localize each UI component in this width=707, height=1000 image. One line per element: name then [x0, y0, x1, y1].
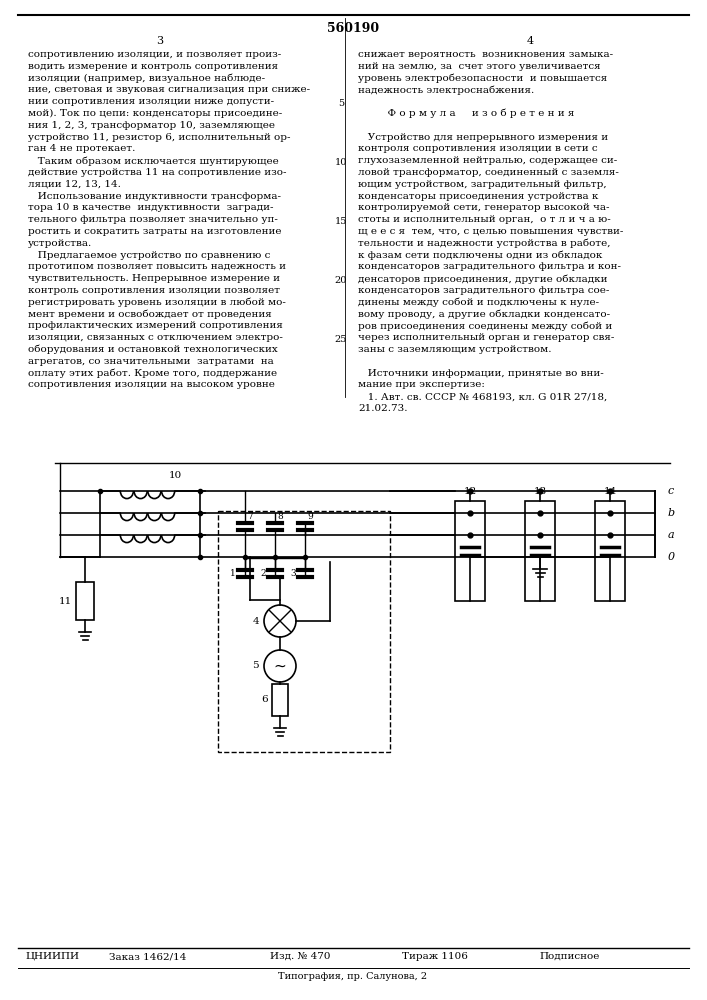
Text: через исполнительный орган и генератор свя-: через исполнительный орган и генератор с…	[358, 333, 614, 342]
Text: 11: 11	[59, 596, 72, 605]
Text: конденсаторов заградительного фильтра и кон-: конденсаторов заградительного фильтра и …	[358, 262, 621, 271]
Text: 25: 25	[335, 335, 347, 344]
Text: надежность электроснабжения.: надежность электроснабжения.	[358, 85, 534, 95]
Text: устройство 11, резистор 6, исполнительный ор-: устройство 11, резистор 6, исполнительны…	[28, 133, 291, 142]
Text: 15: 15	[335, 217, 347, 226]
Text: щ е е с я  тем, что, с целью повышения чувстви-: щ е е с я тем, что, с целью повышения чу…	[358, 227, 624, 236]
Text: 13: 13	[533, 487, 547, 496]
Text: снижает вероятность  возникновения замыка-: снижает вероятность возникновения замыка…	[358, 50, 613, 59]
Text: 5: 5	[338, 99, 344, 108]
Text: чувствительность. Непрерывное измерение и: чувствительность. Непрерывное измерение …	[28, 274, 280, 283]
Text: 2: 2	[260, 568, 266, 578]
Text: уровень электробезопасности  и повышается: уровень электробезопасности и повышается	[358, 74, 607, 83]
Text: Таким образом исключается шунтирующее: Таким образом исключается шунтирующее	[28, 156, 279, 166]
Text: 10: 10	[168, 471, 182, 480]
Text: стоты и исполнительный орган,  о т л и ч а ю-: стоты и исполнительный орган, о т л и ч …	[358, 215, 611, 224]
Text: Заказ 1462/14: Заказ 1462/14	[110, 952, 187, 961]
Text: 10: 10	[335, 158, 347, 167]
Text: ~: ~	[274, 658, 286, 674]
Text: сопротивлению изоляции, и позволяет произ-: сопротивлению изоляции, и позволяет прои…	[28, 50, 281, 59]
Text: 0: 0	[668, 552, 675, 562]
Text: 1. Авт. св. СССР № 468193, кл. G 01R 27/18,: 1. Авт. св. СССР № 468193, кл. G 01R 27/…	[358, 392, 607, 401]
Text: 21.02.73.: 21.02.73.	[358, 404, 407, 413]
Text: вому проводу, а другие обкладки конденсато-: вому проводу, а другие обкладки конденса…	[358, 310, 610, 319]
Text: 1: 1	[230, 568, 236, 578]
Text: a: a	[668, 530, 674, 540]
Text: Источники информации, принятые во вни-: Источники информации, принятые во вни-	[358, 369, 604, 378]
Text: к фазам сети подключены одни из обкладок: к фазам сети подключены одни из обкладок	[358, 251, 602, 260]
Text: 5: 5	[252, 662, 259, 670]
Text: регистрировать уровень изоляции в любой мо-: регистрировать уровень изоляции в любой …	[28, 298, 286, 307]
Text: 560190: 560190	[327, 22, 379, 35]
Text: 4: 4	[252, 616, 259, 626]
Text: Ф о р м у л а     и з о б р е т е н и я: Ф о р м у л а и з о б р е т е н и я	[368, 109, 574, 118]
Text: нии сопротивления изоляции ниже допусти-: нии сопротивления изоляции ниже допусти-	[28, 97, 274, 106]
Text: прототипом позволяет повысить надежность и: прототипом позволяет повысить надежность…	[28, 262, 286, 271]
Text: b: b	[668, 508, 675, 518]
Bar	[525, 501, 555, 601]
Text: мание при экспертизе:: мание при экспертизе:	[358, 380, 485, 389]
Text: водить измерение и контроль сопротивления: водить измерение и контроль сопротивлени…	[28, 62, 278, 71]
Text: ния 1, 2, 3, трансформатор 10, заземляющее: ния 1, 2, 3, трансформатор 10, заземляющ…	[28, 121, 275, 130]
Text: ростить и сократить затраты на изготовление: ростить и сократить затраты на изготовле…	[28, 227, 281, 236]
Text: Использование индуктивности трансформа-: Использование индуктивности трансформа-	[28, 192, 281, 201]
Text: тора 10 в качестве  индуктивности  загради-: тора 10 в качестве индуктивности загради…	[28, 203, 274, 212]
Text: действие устройства 11 на сопротивление изо-: действие устройства 11 на сопротивление …	[28, 168, 286, 177]
Bar	[218, 511, 390, 752]
Text: Устройство для непрерывного измерения и: Устройство для непрерывного измерения и	[358, 133, 608, 142]
Text: оплату этих работ. Кроме того, поддержание: оплату этих работ. Кроме того, поддержан…	[28, 369, 277, 378]
Text: глухозаземленной нейтралью, содержащее си-: глухозаземленной нейтралью, содержащее с…	[358, 156, 617, 165]
Text: ний на землю, за  счет этого увеличивается: ний на землю, за счет этого увеличиваетс…	[358, 62, 601, 71]
Text: 12: 12	[463, 487, 477, 496]
Text: изоляции, связанных с отключением электро-: изоляции, связанных с отключением электр…	[28, 333, 283, 342]
Text: 9: 9	[307, 512, 312, 521]
Text: ров присоединения соединены между собой и: ров присоединения соединены между собой …	[358, 321, 612, 331]
Text: агрегатов, со значительными  затратами  на: агрегатов, со значительными затратами на	[28, 357, 274, 366]
Text: тельного фильтра позволяет значительно уп-: тельного фильтра позволяет значительно у…	[28, 215, 278, 224]
Text: ЦНИИПИ: ЦНИИПИ	[25, 952, 79, 961]
Text: ляции 12, 13, 14.: ляции 12, 13, 14.	[28, 180, 121, 189]
Text: ние, световая и звуковая сигнализация при снижe-: ние, световая и звуковая сигнализация пр…	[28, 85, 310, 94]
Text: мой). Ток по цепи: конденсаторы присоедине-: мой). Ток по цепи: конденсаторы присоеди…	[28, 109, 282, 118]
Text: ющим устройством, заградительный фильтр,: ющим устройством, заградительный фильтр,	[358, 180, 607, 189]
Text: 14: 14	[603, 487, 617, 496]
Text: мент времени и освобождает от проведения: мент времени и освобождает от проведения	[28, 310, 271, 319]
Text: динены между собой и подключены к нуле-: динены между собой и подключены к нуле-	[358, 298, 599, 307]
Bar	[272, 684, 288, 716]
Text: 7: 7	[247, 512, 252, 521]
Text: 8: 8	[277, 512, 283, 521]
Text: конденсаторы присоединения устройства к: конденсаторы присоединения устройства к	[358, 192, 598, 201]
Text: ловой трансформатор, соединенный с заземля-: ловой трансформатор, соединенный с зазем…	[358, 168, 619, 177]
Text: контроль сопротивления изоляции позволяет: контроль сопротивления изоляции позволяе…	[28, 286, 280, 295]
Text: 4: 4	[527, 36, 534, 46]
Text: конденсаторов заградительного фильтра сое-: конденсаторов заградительного фильтра со…	[358, 286, 609, 295]
Text: 6: 6	[262, 696, 268, 704]
Text: Типография, пр. Салунова, 2: Типография, пр. Салунова, 2	[279, 972, 428, 981]
Text: контроля сопротивления изоляции в сети с: контроля сопротивления изоляции в сети с	[358, 144, 597, 153]
Text: тельности и надежности устройства в работе,: тельности и надежности устройства в рабо…	[358, 239, 611, 248]
Text: 20: 20	[335, 276, 347, 285]
Text: устройства.: устройства.	[28, 239, 92, 248]
Text: Изд. № 470: Изд. № 470	[270, 952, 330, 961]
Text: денсаторов присоединения, другие обкладки: денсаторов присоединения, другие обкладк…	[358, 274, 607, 284]
Text: контролируемой сети, генератор высокой ча-: контролируемой сети, генератор высокой ч…	[358, 203, 609, 212]
Bar	[76, 582, 94, 620]
Text: оборудования и остановкой технологических: оборудования и остановкой технологически…	[28, 345, 278, 355]
Text: Тираж 1106: Тираж 1106	[402, 952, 468, 961]
Text: профилактических измерений сопротивления: профилактических измерений сопротивления	[28, 321, 283, 330]
Text: сопротивления изоляции на высоком уровне: сопротивления изоляции на высоком уровне	[28, 380, 275, 389]
Text: Подписное: Подписное	[540, 952, 600, 961]
Bar	[455, 501, 485, 601]
Bar	[595, 501, 625, 601]
Text: 3: 3	[156, 36, 163, 46]
Text: ган 4 не протекает.: ган 4 не протекает.	[28, 144, 135, 153]
Text: 3: 3	[291, 568, 296, 578]
Text: изоляции (например, визуальное наблюде-: изоляции (например, визуальное наблюде-	[28, 74, 265, 83]
Text: c: c	[668, 486, 674, 496]
Text: Предлагаемое устройство по сравнению с: Предлагаемое устройство по сравнению с	[28, 251, 270, 260]
Text: заны с заземляющим устройством.: заны с заземляющим устройством.	[358, 345, 551, 354]
